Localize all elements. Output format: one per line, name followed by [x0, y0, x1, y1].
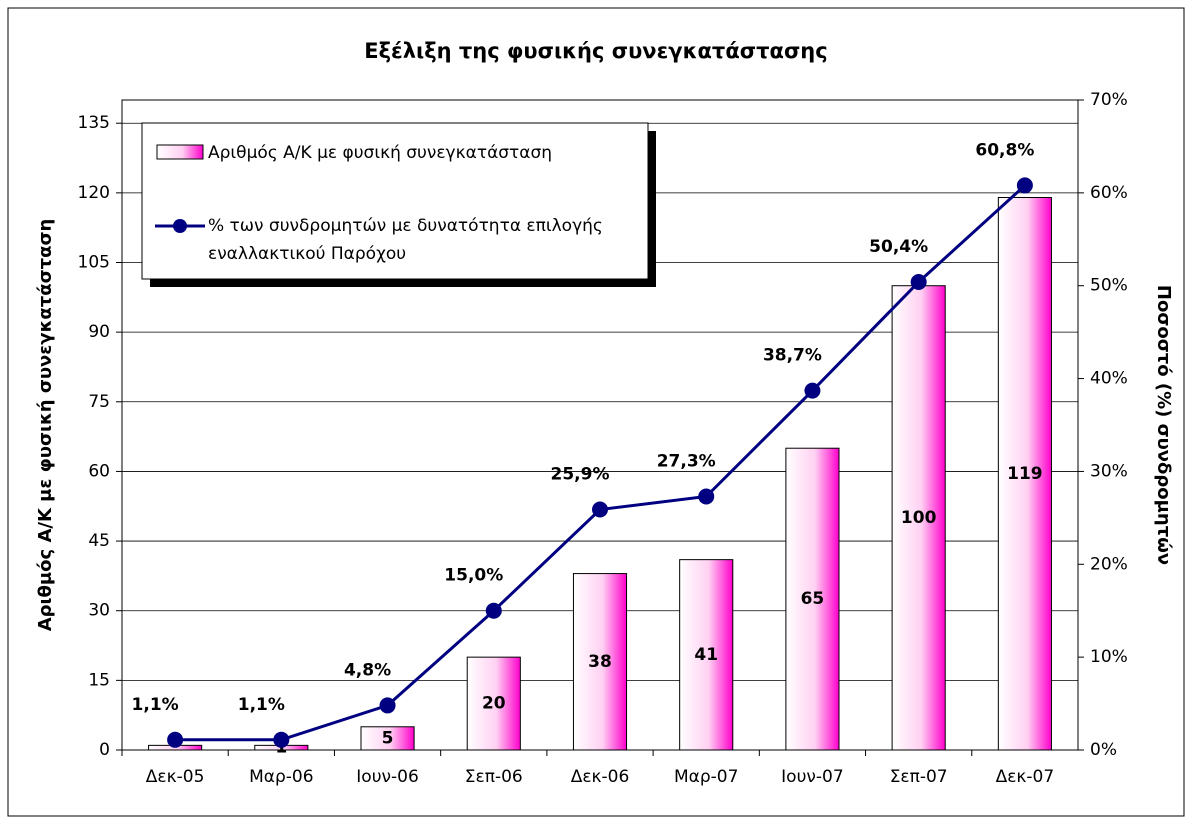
y-tick-label: 45 [88, 531, 110, 551]
line-value-label: 60,8% [975, 140, 1034, 160]
y2-tick-label: 30% [1090, 461, 1128, 481]
bar [785, 447, 840, 751]
bar-value-label: 65 [801, 589, 825, 609]
y2-tick-label: 0% [1090, 740, 1117, 760]
line-marker [910, 274, 927, 290]
y-tick-label: 60 [88, 461, 110, 481]
bar [466, 656, 521, 751]
x-tick-label: Ιουν-07 [781, 767, 844, 787]
y2-tick-label: 50% [1090, 276, 1128, 296]
y-tick-label: 90 [88, 322, 110, 342]
y-tick-label: 135 [78, 113, 110, 133]
y2-tick-label: 10% [1090, 647, 1128, 667]
y2-tick-label: 70% [1090, 90, 1128, 110]
line-marker [804, 382, 821, 399]
line-marker [379, 697, 396, 714]
bar-value-label: 119 [1007, 464, 1043, 484]
bar [997, 197, 1052, 751]
x-tick-label: Δεκ-05 [146, 767, 205, 787]
legend-label: % των συνδρομητών με δυνατότητα επιλογής… [208, 216, 603, 264]
line-value-label: 15,0% [444, 566, 503, 586]
y2-tick-label: 20% [1090, 554, 1128, 574]
x-tick-label: Δεκ-07 [996, 767, 1055, 787]
line-value-label: 25,9% [551, 465, 610, 485]
y-tick-label: 75 [88, 392, 110, 412]
bar-value-label: 5 [382, 728, 394, 748]
legend-label: Αριθμός Α/Κ με φυσική συνεγκατάσταση [208, 143, 552, 163]
bar [360, 726, 415, 751]
x-tick-label: Μαρ-07 [674, 767, 738, 787]
chart-title: Εξέλιξη της φυσικής συνεγκατάστασης [364, 39, 827, 63]
legend-swatch [156, 144, 204, 160]
legend-marker [173, 219, 187, 233]
line-value-label: 27,3% [657, 452, 716, 472]
line-marker [167, 731, 184, 748]
y-tick-label: 0 [99, 740, 110, 760]
line-marker [698, 488, 715, 505]
line-marker [485, 602, 502, 619]
line-value-label: 38,7% [763, 346, 822, 366]
y-tick-label: 30 [88, 601, 110, 621]
line-marker [592, 501, 608, 518]
legend [141, 122, 649, 280]
line-value-label: 50,4% [869, 237, 928, 257]
y-tick-label: 120 [78, 183, 110, 203]
bar [572, 573, 628, 751]
y-axis-title: Αριθμός Α/Κ με φυσική συνεγκατάσταση [35, 219, 56, 632]
line-marker [1016, 177, 1033, 194]
line-value-label: 1,1% [238, 695, 285, 715]
x-tick-label: Σεπ-07 [890, 767, 948, 787]
bar-value-label: 41 [694, 645, 718, 665]
bar [679, 559, 734, 751]
x-tick-label: Μαρ-06 [249, 767, 313, 787]
y-tick-label: 105 [78, 253, 110, 273]
x-tick-label: Σεπ-06 [465, 767, 523, 787]
y-tick-label: 15 [88, 670, 110, 690]
y2-tick-label: 40% [1090, 369, 1128, 389]
line-value-label: 4,8% [344, 660, 391, 680]
y2-axis-title: Ποσοστό (%) συνδρομητών [1153, 285, 1174, 565]
line-value-label: 1,1% [132, 695, 179, 715]
bar-value-label: 38 [588, 652, 612, 672]
x-tick-label: Ιουν-06 [356, 767, 419, 787]
y2-tick-label: 60% [1090, 183, 1128, 203]
line-marker [273, 731, 290, 748]
bar-value-label: 20 [482, 694, 506, 714]
bar-value-label: 100 [901, 508, 937, 528]
x-tick-label: Δεκ-06 [571, 767, 630, 787]
